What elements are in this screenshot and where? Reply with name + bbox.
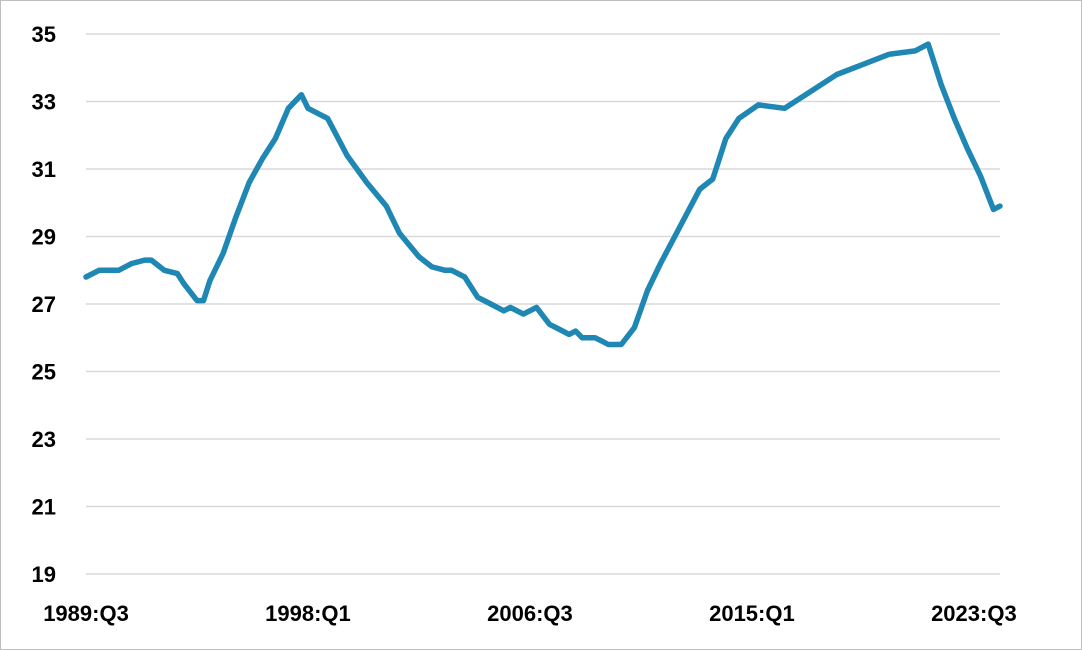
y-tick-label: 19 (32, 562, 56, 587)
x-tick-label: 2006:Q3 (487, 601, 573, 626)
gridlines (86, 33, 1000, 575)
series-line (83, 41, 1003, 348)
y-tick-label: 23 (32, 427, 56, 452)
y-tick-label: 33 (32, 90, 56, 115)
x-tick-label: 1989:Q3 (43, 601, 129, 626)
x-axis-tick-labels: 1989:Q3 1998:Q1 2006:Q3 2015:Q1 2023:Q3 (43, 601, 1017, 626)
y-axis-tick-labels: 19 21 23 25 27 29 31 33 35 (32, 22, 56, 587)
x-tick-label: 2023:Q3 (931, 601, 1017, 626)
y-tick-label: 35 (32, 22, 56, 47)
x-tick-label: 1998:Q1 (265, 601, 351, 626)
y-tick-label: 27 (32, 292, 56, 317)
y-tick-label: 25 (32, 360, 56, 385)
y-tick-label: 31 (32, 157, 56, 182)
series-line-group (83, 41, 1003, 348)
y-tick-label: 29 (32, 225, 56, 250)
y-tick-label: 21 (32, 495, 56, 520)
x-tick-label: 2015:Q1 (709, 601, 795, 626)
